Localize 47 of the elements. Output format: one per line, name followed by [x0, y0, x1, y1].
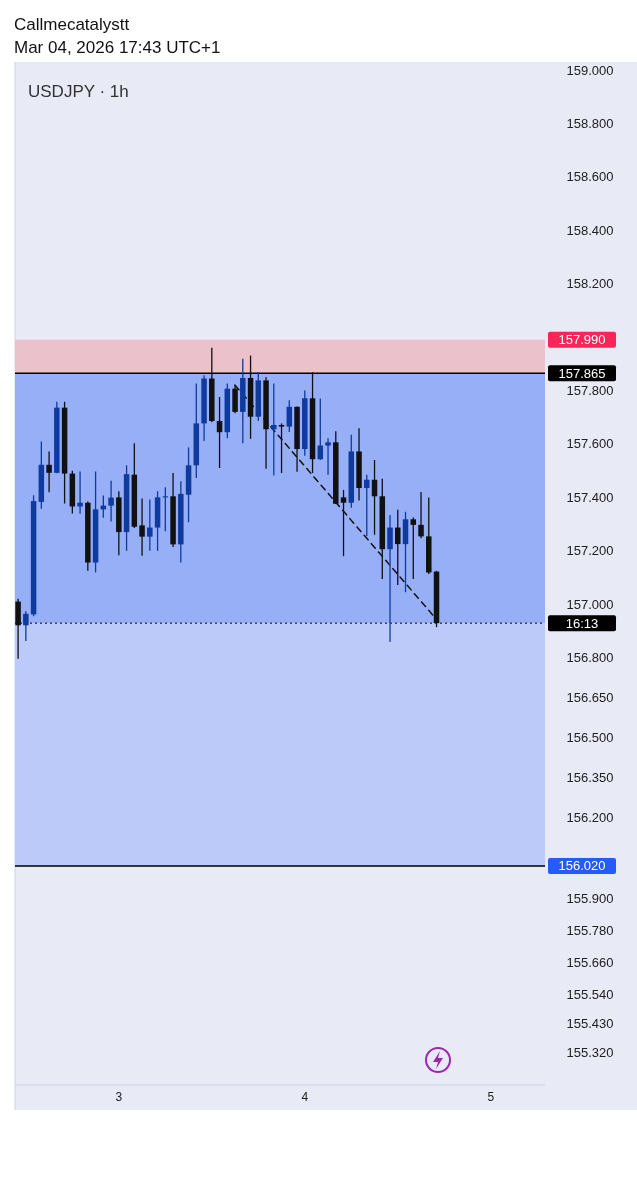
y-tick-label: 157.800: [566, 383, 614, 399]
candlestick: [139, 497, 145, 557]
y-tick-label: 155.320: [566, 1045, 614, 1061]
band-label: 157.990: [558, 332, 606, 348]
candlestick: [395, 509, 401, 586]
y-tick-label: 158.200: [566, 276, 614, 292]
y-tick-label: 155.900: [566, 890, 614, 906]
y-tick-label: 156.800: [566, 650, 614, 666]
band-label: 156.020: [558, 858, 606, 874]
candlestick: [278, 422, 285, 474]
candlestick: [23, 610, 29, 642]
candlestick: [387, 514, 393, 643]
text: Callmecatalystt: [14, 15, 130, 34]
candlestick: [364, 474, 370, 537]
candlestick: [418, 491, 424, 539]
candlestick: [15, 598, 21, 660]
candlestick: [325, 437, 331, 476]
candlestick: [340, 489, 347, 557]
y-tick-label: 157.200: [566, 543, 614, 559]
y-tick-label: 159.000: [566, 62, 614, 78]
y-tick-label: 155.660: [566, 954, 614, 970]
y-tick-label: 158.800: [566, 115, 614, 131]
x-tick-label: 3: [115, 1090, 123, 1104]
ref-line-label: 157.865: [558, 365, 606, 381]
y-tick-label: 155.780: [566, 922, 614, 938]
candlestick: [108, 480, 114, 523]
y-tick-label: 156.650: [566, 690, 614, 706]
y-tick-label: 157.400: [566, 489, 614, 505]
y-tick-label: 155.540: [566, 986, 614, 1002]
y-tick-label: 156.350: [566, 770, 614, 786]
candlestick: [46, 450, 52, 493]
y-tick-label: 156.200: [566, 810, 614, 826]
y-tick-label: 155.430: [566, 1016, 614, 1032]
text: USDJPY · 1h: [28, 82, 129, 101]
y-tick-label: 158.400: [566, 222, 614, 238]
candlestick: [286, 399, 293, 433]
candlestick: [271, 382, 277, 477]
y-tick-label: 157.000: [566, 596, 614, 612]
text: 16:13: [565, 615, 599, 631]
x-tick-label: 5: [487, 1090, 495, 1104]
y-tick-label: 156.500: [566, 730, 614, 746]
text: Mar 04, 2026 17:43 UTC+1: [14, 38, 221, 57]
candlestick: [147, 498, 153, 552]
candlestick: [410, 516, 417, 580]
x-tick-label: 4: [301, 1090, 309, 1104]
y-tick-label: 158.600: [566, 169, 614, 185]
y-tick-label: 157.600: [566, 436, 614, 452]
